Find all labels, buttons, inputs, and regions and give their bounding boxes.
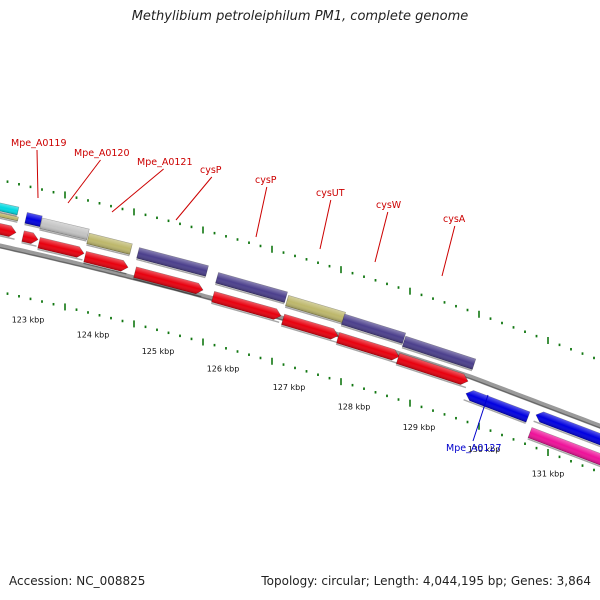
cds-arrow [210,291,282,323]
gene-features [0,200,600,470]
gene-label-forward: cysA [443,214,466,225]
cds-arrow [0,221,17,240]
gene-leader-line [441,225,456,277]
gene-label-forward: cysUT [316,188,345,199]
gene-leader-line [36,149,39,199]
scale-label: 129 kbp [403,423,436,432]
feature-purple-4 [401,335,477,372]
gene-label-forward: cysW [376,200,402,211]
scale-ticks [6,180,595,472]
scale-label: 124 kbp [77,331,110,340]
gene-leader-line [111,168,164,213]
scale-label: 130 kbp [468,445,501,454]
feature-grey [39,217,90,242]
feature-khaki-small [0,210,19,223]
feature-blue-small [24,212,43,229]
scale-label: 123 kbp [12,315,45,324]
scale-label: 131 kbp [532,469,565,478]
gene-leader-line [472,394,489,442]
gene-label-reverse: Mpe_A0127 [446,443,502,454]
scale-label: 127 kbp [273,383,306,392]
gene-leader-line [319,199,332,250]
feature-purple-1 [136,247,209,279]
feature-cyan [0,200,20,217]
scale-label: 125 kbp [142,347,175,356]
gene-leader-line [255,186,268,238]
feature-blue-reverse-2 [533,411,600,450]
cds-arrow [395,352,469,389]
gene-label-forward: cysP [255,175,277,186]
feature-blue-reverse [463,390,531,424]
gene-leader-line [67,159,101,204]
cds-arrow [21,230,39,247]
feature-khaki [86,232,133,257]
figure-title: Methylibium petroleiphilum PM1, complete… [131,9,469,24]
cds-arrow [335,332,400,364]
gene-labels: 123 kbp 124 kbp 125 kbp 126 kbp 127 kbp 128 k… [11,138,564,478]
feature-khaki-2 [284,294,346,325]
gene-leader-line [175,176,213,221]
cds-arrow [133,266,204,298]
gene-label-forward: Mpe_A0119 [11,138,67,149]
cds-arrow [280,313,339,343]
gene-label-forward: Mpe_A0120 [74,148,130,159]
cds-arrow [37,237,85,261]
gene-label-forward: Mpe_A0121 [137,157,193,168]
feature-purple-2 [214,272,288,305]
scale-label: 128 kbp [338,403,371,412]
topology-text: Topology: circular; Length: 4,044,195 bp… [261,574,591,588]
accession-text: Accession: NC_008825 [9,574,146,588]
feature-purple-3 [340,313,407,346]
gene-label-forward: cysP [200,165,222,176]
cds-arrow [83,250,129,275]
gene-leader-line [374,211,389,263]
feature-pink-reverse [527,427,600,470]
scale-label: 126 kbp [207,364,240,373]
